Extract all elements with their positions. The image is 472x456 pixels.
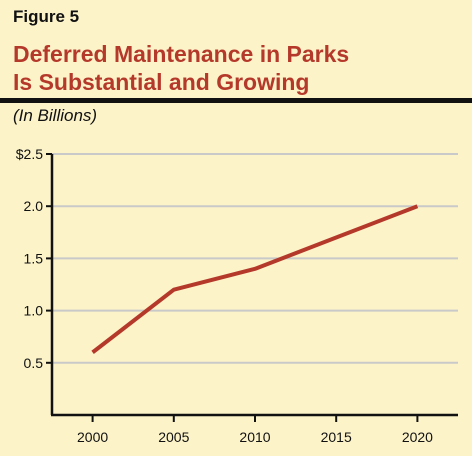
x-tick-label: 2020 <box>402 429 433 445</box>
chart-title: Deferred Maintenance in Parks Is Substan… <box>13 40 349 96</box>
y-tick-label: 1.5 <box>24 250 44 266</box>
x-tick-label: 2005 <box>158 429 189 445</box>
x-tick-label: 2000 <box>77 429 108 445</box>
chart-title-line-1: Deferred Maintenance in Parks <box>13 41 350 67</box>
units-label: (In Billions) <box>13 106 98 125</box>
title-divider <box>0 98 472 103</box>
y-tick-label: $2.5 <box>16 146 43 162</box>
y-tick-label: 2.0 <box>24 198 44 214</box>
series-line <box>91 204 419 354</box>
x-tick-label: 2010 <box>239 429 270 445</box>
chart-title-line-2: Is Substantial and Growing <box>13 69 310 95</box>
figure-label: Figure 5 <box>13 7 80 26</box>
y-tick-label: 1.0 <box>24 303 44 319</box>
x-tick-label: 2015 <box>321 429 352 445</box>
y-tick-label: 0.5 <box>24 355 44 371</box>
